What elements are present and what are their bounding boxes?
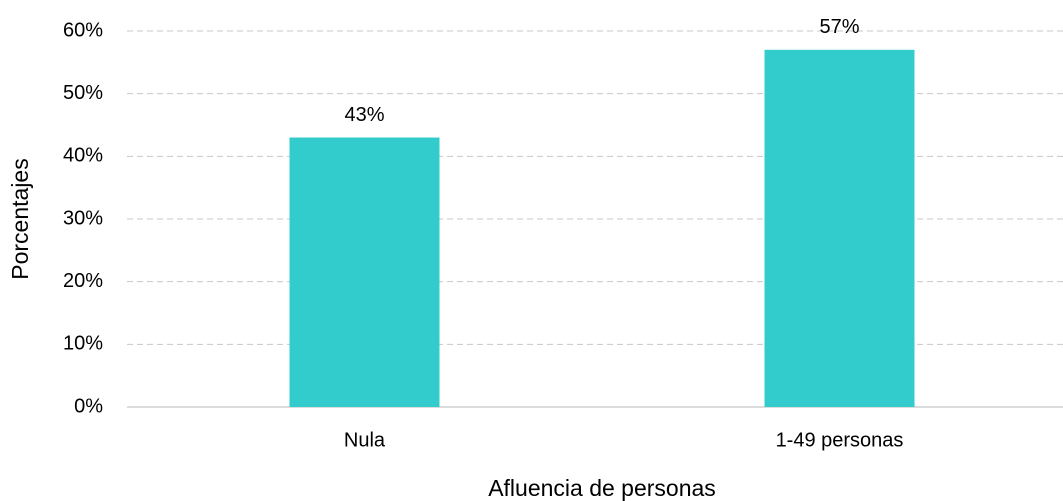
y-tick-label: 40%: [63, 145, 103, 167]
data-label: 43%: [344, 104, 384, 126]
bar: [764, 49, 915, 408]
y-tick-label: 0%: [74, 395, 103, 417]
y-tick-label: 30%: [63, 207, 103, 229]
x-tick-label: Nula: [344, 429, 386, 451]
y-tick-label: 60%: [63, 19, 103, 41]
bar: [289, 137, 440, 408]
y-tick-label: 20%: [63, 270, 103, 292]
y-tick-label: 50%: [63, 82, 103, 104]
x-tick-label: 1-49 personas: [776, 429, 904, 451]
y-tick-label: 10%: [63, 333, 103, 355]
x-axis-label: Afluencia de personas: [488, 475, 716, 501]
data-label: 57%: [819, 16, 859, 38]
y-axis-label: Porcentajes: [7, 158, 33, 279]
